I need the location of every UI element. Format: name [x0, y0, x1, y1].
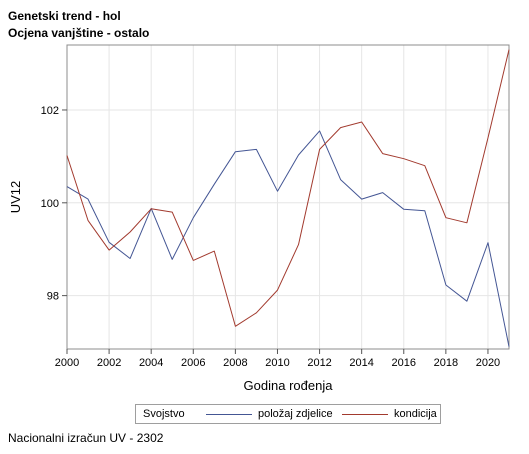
line-chart: 2000 2002 2004 2006 2008 2010 2012 2014 2016 2018… [8, 44, 510, 393]
y-tick-label: 98 [47, 291, 59, 303]
x-tick-label: 2006 [181, 357, 205, 369]
footnote: Nacionalni izračun UV - 2302 [8, 431, 164, 445]
x-axis-label: Godina rođenja [244, 378, 334, 393]
x-tick-label: 2020 [476, 357, 500, 369]
grid [66, 45, 509, 349]
y-tick-label: 102 [41, 105, 59, 117]
x-tick-label: 2018 [434, 357, 458, 369]
y-axis-label: UV12 [8, 181, 23, 214]
legend-swatch-polozaj-zdjelice [206, 414, 252, 415]
x-tick-label: 2012 [307, 357, 331, 369]
chart-title: Genetski trend - hol [8, 9, 121, 23]
x-tick-label: 2014 [349, 357, 373, 369]
x-tick-label: 2002 [97, 357, 121, 369]
x-tick-label: 2016 [392, 357, 416, 369]
axes: 2000 2002 2004 2006 2008 2010 2012 2014 2016 2018… [41, 105, 501, 369]
series-line-kondicija [66, 49, 510, 327]
legend: Svojstvo položaj zdjelice kondicija [135, 404, 441, 424]
x-tick-label: 2000 [55, 357, 79, 369]
chart-subtitle: Ocjena vanjštine - ostalo [8, 26, 150, 40]
plot-area [66, 44, 510, 350]
x-tick-label: 2008 [223, 357, 247, 369]
series-line-polozaj-zdjelice [66, 130, 510, 347]
x-tick-label: 2010 [265, 357, 289, 369]
y-tick-label: 100 [41, 198, 59, 210]
legend-title: Svojstvo [143, 408, 185, 420]
x-tick-label: 2004 [139, 357, 163, 369]
legend-label-polozaj-zdjelice: položaj zdjelice [258, 408, 333, 420]
legend-swatch-kondicija [342, 414, 388, 415]
series-lines [66, 49, 510, 347]
legend-label-kondicija: kondicija [394, 408, 437, 420]
